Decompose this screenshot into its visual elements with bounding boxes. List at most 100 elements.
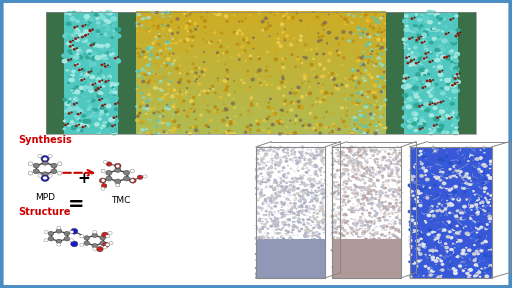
Ellipse shape: [473, 266, 476, 268]
Ellipse shape: [293, 37, 295, 39]
Ellipse shape: [467, 275, 472, 278]
Ellipse shape: [101, 169, 105, 173]
Ellipse shape: [397, 176, 401, 179]
Ellipse shape: [350, 209, 352, 211]
Ellipse shape: [397, 257, 400, 259]
Ellipse shape: [370, 258, 372, 259]
Ellipse shape: [392, 227, 395, 229]
Ellipse shape: [414, 218, 417, 220]
Ellipse shape: [137, 52, 140, 55]
Ellipse shape: [266, 228, 269, 230]
Ellipse shape: [386, 208, 389, 211]
Ellipse shape: [398, 152, 402, 155]
Ellipse shape: [339, 15, 342, 17]
Ellipse shape: [245, 39, 248, 41]
Ellipse shape: [317, 221, 321, 223]
Ellipse shape: [287, 172, 290, 175]
Ellipse shape: [77, 63, 79, 65]
Ellipse shape: [478, 239, 482, 242]
Ellipse shape: [300, 254, 302, 255]
Ellipse shape: [70, 11, 77, 16]
Ellipse shape: [241, 20, 244, 22]
Ellipse shape: [79, 49, 82, 52]
Ellipse shape: [265, 185, 268, 187]
Ellipse shape: [356, 241, 359, 244]
Ellipse shape: [375, 149, 378, 151]
Ellipse shape: [280, 12, 283, 14]
Ellipse shape: [411, 221, 414, 224]
Ellipse shape: [434, 97, 436, 99]
Ellipse shape: [356, 266, 359, 268]
Ellipse shape: [393, 270, 396, 272]
Ellipse shape: [295, 243, 298, 245]
Ellipse shape: [435, 30, 438, 32]
Ellipse shape: [451, 22, 453, 24]
Ellipse shape: [424, 86, 426, 88]
Ellipse shape: [474, 260, 476, 262]
Ellipse shape: [437, 65, 443, 69]
Ellipse shape: [263, 221, 264, 222]
Ellipse shape: [80, 112, 82, 114]
Ellipse shape: [362, 63, 366, 67]
Ellipse shape: [297, 105, 302, 109]
Ellipse shape: [368, 247, 371, 249]
Ellipse shape: [326, 42, 328, 44]
Ellipse shape: [487, 268, 491, 271]
Ellipse shape: [369, 192, 373, 195]
Ellipse shape: [305, 94, 307, 96]
Ellipse shape: [146, 46, 151, 49]
Ellipse shape: [303, 182, 306, 184]
Ellipse shape: [352, 22, 354, 24]
Ellipse shape: [225, 85, 229, 89]
Ellipse shape: [231, 130, 233, 132]
Ellipse shape: [363, 245, 365, 246]
Ellipse shape: [261, 223, 263, 224]
Ellipse shape: [461, 183, 463, 185]
Ellipse shape: [238, 31, 242, 35]
Ellipse shape: [412, 194, 415, 197]
Ellipse shape: [178, 26, 181, 29]
Ellipse shape: [287, 16, 291, 20]
Ellipse shape: [331, 175, 335, 177]
Ellipse shape: [456, 126, 459, 128]
Ellipse shape: [294, 203, 297, 205]
Ellipse shape: [334, 87, 336, 89]
Ellipse shape: [360, 166, 364, 169]
Ellipse shape: [259, 264, 262, 267]
Ellipse shape: [283, 244, 286, 247]
Ellipse shape: [282, 276, 285, 278]
Ellipse shape: [307, 194, 310, 196]
Ellipse shape: [304, 209, 308, 212]
Ellipse shape: [291, 238, 294, 240]
Ellipse shape: [114, 114, 117, 116]
Ellipse shape: [474, 178, 477, 180]
Ellipse shape: [413, 103, 420, 108]
Ellipse shape: [346, 232, 350, 235]
Ellipse shape: [308, 218, 311, 221]
Ellipse shape: [189, 99, 194, 103]
Ellipse shape: [455, 35, 458, 37]
Ellipse shape: [489, 227, 492, 228]
Ellipse shape: [377, 166, 380, 168]
Ellipse shape: [357, 276, 359, 277]
Ellipse shape: [160, 65, 162, 67]
Ellipse shape: [439, 116, 441, 118]
Ellipse shape: [454, 252, 458, 255]
Ellipse shape: [359, 93, 362, 94]
Ellipse shape: [390, 266, 391, 267]
Ellipse shape: [440, 48, 446, 52]
Ellipse shape: [348, 275, 350, 277]
Ellipse shape: [159, 88, 162, 91]
Ellipse shape: [213, 11, 215, 13]
Ellipse shape: [323, 245, 324, 246]
Ellipse shape: [99, 19, 101, 21]
Ellipse shape: [284, 156, 287, 158]
Ellipse shape: [372, 255, 375, 257]
Ellipse shape: [330, 152, 333, 154]
Ellipse shape: [278, 210, 280, 212]
Ellipse shape: [366, 74, 369, 77]
Ellipse shape: [284, 252, 288, 254]
Ellipse shape: [365, 240, 367, 241]
Ellipse shape: [412, 97, 415, 100]
Ellipse shape: [236, 42, 240, 46]
